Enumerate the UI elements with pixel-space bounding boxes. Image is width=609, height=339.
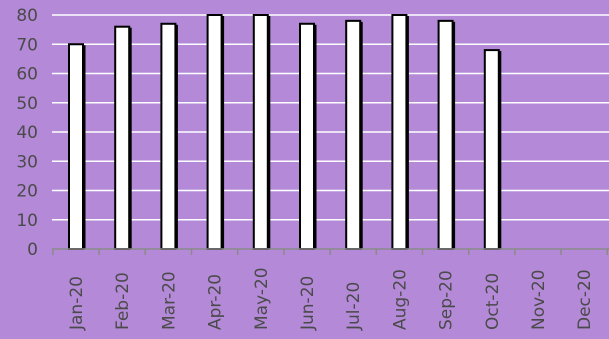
x-tick-label: Dec-20 <box>575 269 595 330</box>
bar <box>345 19 362 250</box>
x-tick-label: May-20 <box>252 267 272 330</box>
y-tick-label: 10 <box>16 211 38 231</box>
x-tick-label: Aug-20 <box>390 269 410 330</box>
y-tick-label: 0 <box>27 240 38 260</box>
x-tick-label: Apr-20 <box>206 274 226 330</box>
y-tick-label: 30 <box>16 152 38 172</box>
gridlines <box>52 14 609 221</box>
y-tick-label: 60 <box>16 65 38 85</box>
bar <box>252 14 269 250</box>
y-tick-label: 70 <box>16 35 38 55</box>
bar <box>206 14 223 250</box>
bar <box>437 19 454 250</box>
y-tick-label: 20 <box>16 182 38 202</box>
x-tick-label: Jan-20 <box>67 276 87 331</box>
bar <box>391 14 408 250</box>
x-tick-label: Feb-20 <box>113 272 133 330</box>
y-tick-label: 50 <box>16 94 38 114</box>
bar <box>483 49 500 250</box>
x-tick-label: Sep-20 <box>437 270 457 330</box>
bar <box>160 22 177 251</box>
bar <box>114 25 131 251</box>
x-tick-label: Nov-20 <box>529 270 549 331</box>
y-tick-labels: 0 10 20 30 40 50 60 70 80 <box>16 6 38 260</box>
y-tick-label: 80 <box>16 6 38 26</box>
x-tick-labels: Jan-20 Feb-20 Mar-20 Apr-20 May-20 Jun-20 Jul-… <box>67 267 595 331</box>
y-tick-label: 40 <box>16 123 38 143</box>
bar <box>299 22 315 251</box>
x-tick-label: Mar-20 <box>159 271 179 330</box>
x-tick-label: Oct-20 <box>483 273 503 330</box>
x-axis <box>52 248 609 255</box>
bar <box>68 43 84 250</box>
x-tick-label: Jul-20 <box>344 282 364 331</box>
x-tick-label: Jun-20 <box>298 276 318 331</box>
